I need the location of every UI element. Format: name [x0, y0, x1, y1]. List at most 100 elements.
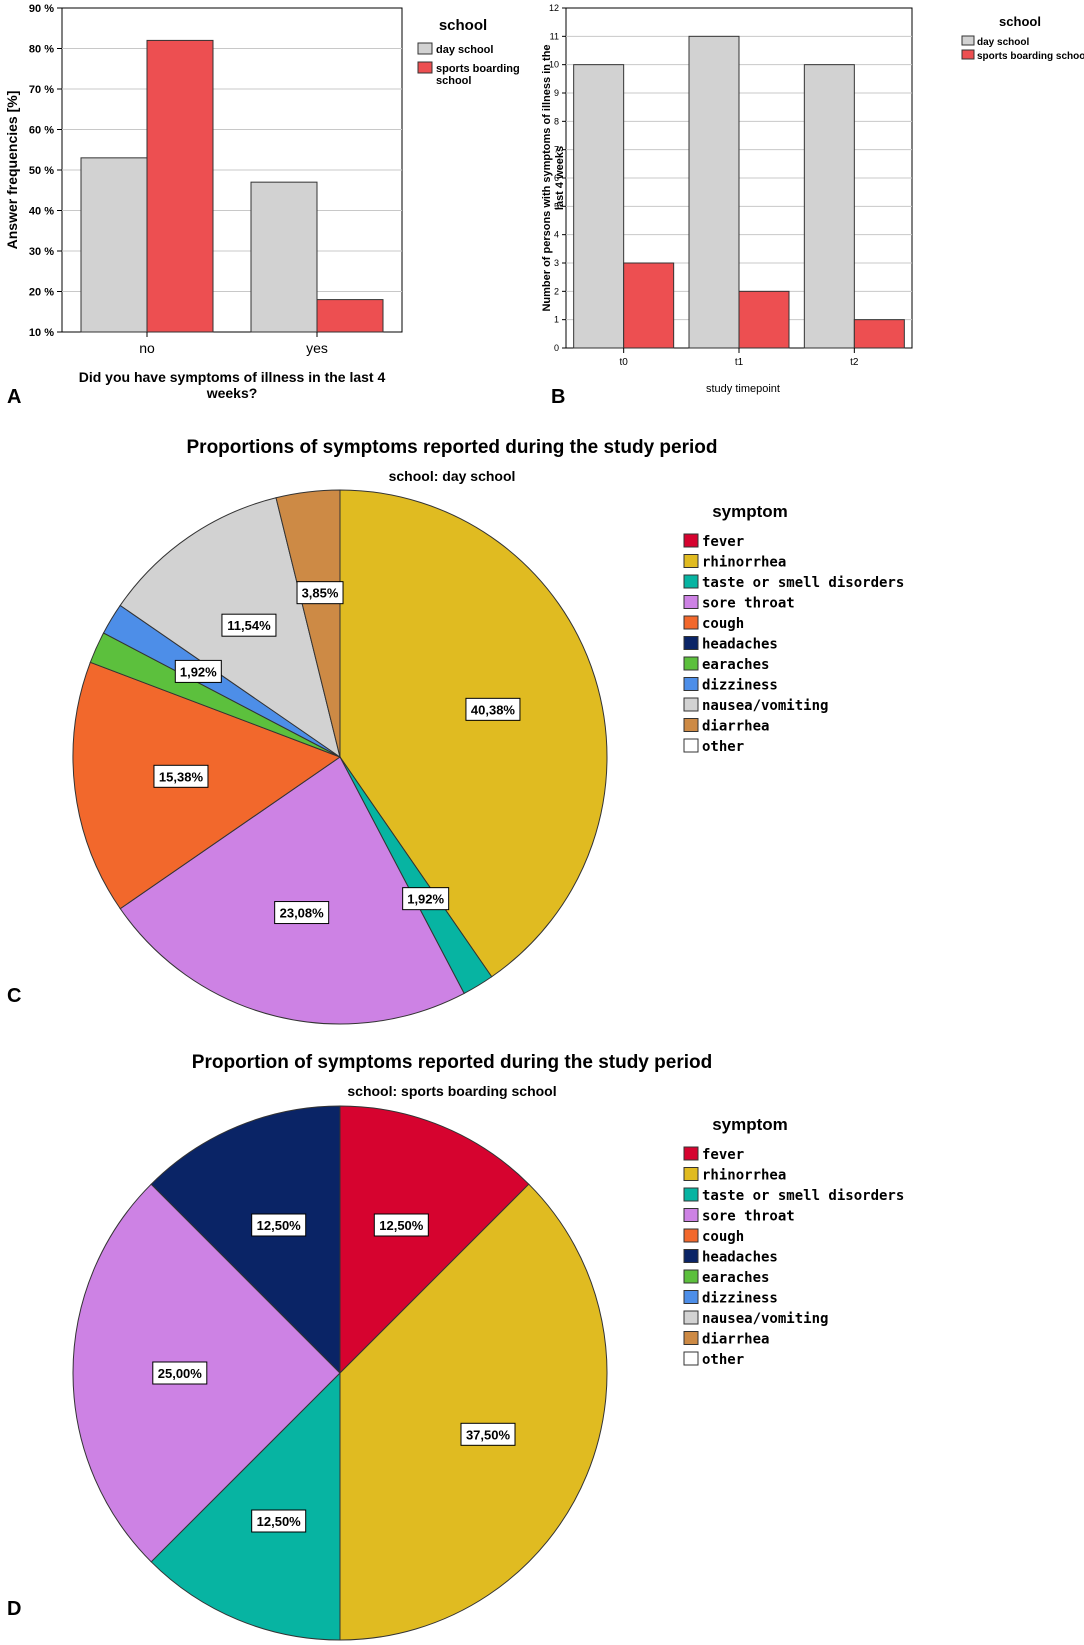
- legend-title: symptom: [712, 502, 788, 521]
- x-tick-label-b: t2: [850, 357, 859, 368]
- x-tick-label-b: t0: [619, 357, 628, 368]
- bar-b-t1-1: [738, 290, 790, 349]
- pie-data-label-box: [251, 1509, 307, 1533]
- y-tick-label-b: 6: [554, 173, 559, 183]
- legend-label: rhinorrhea: [702, 555, 786, 571]
- pie-slice-fever: [339, 1105, 530, 1375]
- pie-slice-sore-throat: [119, 756, 465, 1025]
- legend-label: sore throat: [702, 596, 795, 612]
- x-tick-label-b: t1: [735, 357, 744, 368]
- bar-a-yes-0: [250, 181, 318, 333]
- legend-swatch: [683, 615, 699, 630]
- pie-chart-d: Proportion of symptoms reported during t…: [72, 1052, 904, 1641]
- panel-label-d: D: [7, 1598, 21, 1620]
- pie-data-label-box: [251, 1213, 307, 1237]
- pie-data-label-box: [221, 613, 277, 637]
- legend-swatch: [683, 554, 699, 568]
- legend-label: fever: [702, 1147, 744, 1163]
- panel-label-a: A: [7, 386, 21, 408]
- y-tick-label-a: 70 %: [29, 84, 54, 96]
- legend-label: headaches: [702, 637, 778, 653]
- legend-label: other: [702, 739, 744, 755]
- legend-label-a: school: [436, 75, 471, 87]
- legend-label: cough: [702, 1229, 744, 1245]
- pie-data-label: 12,50%: [379, 1218, 424, 1233]
- legend-label: fever: [702, 534, 744, 550]
- y-tick-label-a: 20 %: [29, 287, 54, 299]
- pie-subtitle: school: day school: [389, 468, 516, 484]
- y-tick-label-b: 7: [554, 145, 559, 155]
- y-tick-label-b: 1: [554, 315, 559, 325]
- pie-data-label: 12,50%: [257, 1514, 302, 1529]
- legend-swatch-a: [417, 61, 433, 74]
- y-tick-label-b: 9: [554, 88, 559, 98]
- legend-swatch: [683, 677, 699, 691]
- panel-label-c: C: [7, 985, 21, 1007]
- legend-swatch: [683, 1310, 699, 1325]
- pie-data-label-box: [174, 659, 222, 683]
- legend-label: taste or smell disorders: [702, 1188, 904, 1204]
- pie-data-label-box: [465, 697, 521, 721]
- pie-data-label: 1,92%: [180, 664, 217, 679]
- y-axis-label-b: Number of persons with symptoms of illne…: [541, 44, 553, 311]
- legend-swatch: [683, 656, 699, 671]
- legend-swatch: [683, 718, 699, 732]
- pie-data-label: 37,50%: [466, 1427, 511, 1442]
- legend-title: symptom: [712, 1115, 788, 1134]
- pie-data-label-box: [402, 887, 450, 911]
- y-tick-label-a: 10 %: [29, 327, 54, 339]
- legend-swatch-b: [961, 49, 975, 60]
- y-axis-label-a: Answer frequencies [%]: [4, 91, 20, 250]
- pie-slice-headaches: [150, 1105, 341, 1375]
- bar-a-no-1: [146, 39, 214, 333]
- y-tick-label-b: 5: [554, 201, 559, 211]
- pie-data-label: 1,92%: [407, 892, 444, 907]
- pie-data-label-box: [373, 1213, 429, 1237]
- pie-data-label: 11,54%: [227, 618, 271, 633]
- y-tick-label-a: 60 %: [29, 125, 54, 137]
- legend-swatch: [683, 533, 699, 548]
- legend-label: diarrhea: [702, 719, 769, 735]
- y-tick-label-b: 3: [554, 258, 559, 268]
- legend-label: diarrhea: [702, 1332, 769, 1348]
- legend-swatch: [683, 1331, 699, 1345]
- legend-label: dizziness: [702, 1291, 778, 1307]
- pie-data-label: 25,00%: [158, 1366, 203, 1381]
- legend-label: nausea/vomiting: [702, 1311, 828, 1327]
- legend-swatch: [683, 1290, 699, 1304]
- bar-a-yes-1: [316, 299, 384, 333]
- pie-data-label: 12,50%: [257, 1218, 302, 1233]
- pie-chart-c: Proportions of symptoms reported during …: [72, 437, 904, 1025]
- y-tick-label-b: 0: [554, 343, 559, 353]
- legend-title-b: school: [999, 14, 1041, 29]
- legend-swatch: [683, 1146, 699, 1161]
- y-tick-label-b: 2: [554, 286, 559, 296]
- y-tick-label-a: 50 %: [29, 165, 54, 177]
- legend-swatch: [683, 636, 699, 650]
- y-tick-label-a: 30 %: [29, 246, 54, 258]
- bar-b-t2-1: [853, 319, 905, 349]
- legend-label: earaches: [702, 657, 769, 673]
- y-tick-label-b: 11: [550, 31, 559, 41]
- legend-swatch: [683, 1269, 699, 1284]
- pie-data-label: 15,38%: [159, 769, 204, 784]
- pie-data-label-box: [296, 581, 344, 605]
- y-tick-label-a: 40 %: [29, 206, 54, 218]
- legend-swatch: [683, 595, 699, 609]
- legend-swatch-a: [417, 42, 433, 55]
- pie-data-label-box: [153, 764, 209, 788]
- y-tick-label-b: 12: [549, 3, 559, 13]
- legend-label: nausea/vomiting: [702, 698, 828, 714]
- x-axis-label-a: Did you have symptoms of illness in the …: [79, 369, 386, 385]
- x-axis-label-b: study timepoint: [706, 383, 780, 395]
- pie-title: Proportion of symptoms reported during t…: [192, 1052, 712, 1073]
- legend-swatch: [683, 1208, 699, 1222]
- panel-label-b: B: [551, 386, 565, 408]
- pie-slice-rhinorrhea: [339, 489, 608, 978]
- legend-label: other: [702, 1352, 744, 1368]
- bar-b-t1-0: [688, 35, 740, 349]
- pie-slice-diarrhea: [275, 489, 341, 758]
- legend-label: rhinorrhea: [702, 1168, 786, 1184]
